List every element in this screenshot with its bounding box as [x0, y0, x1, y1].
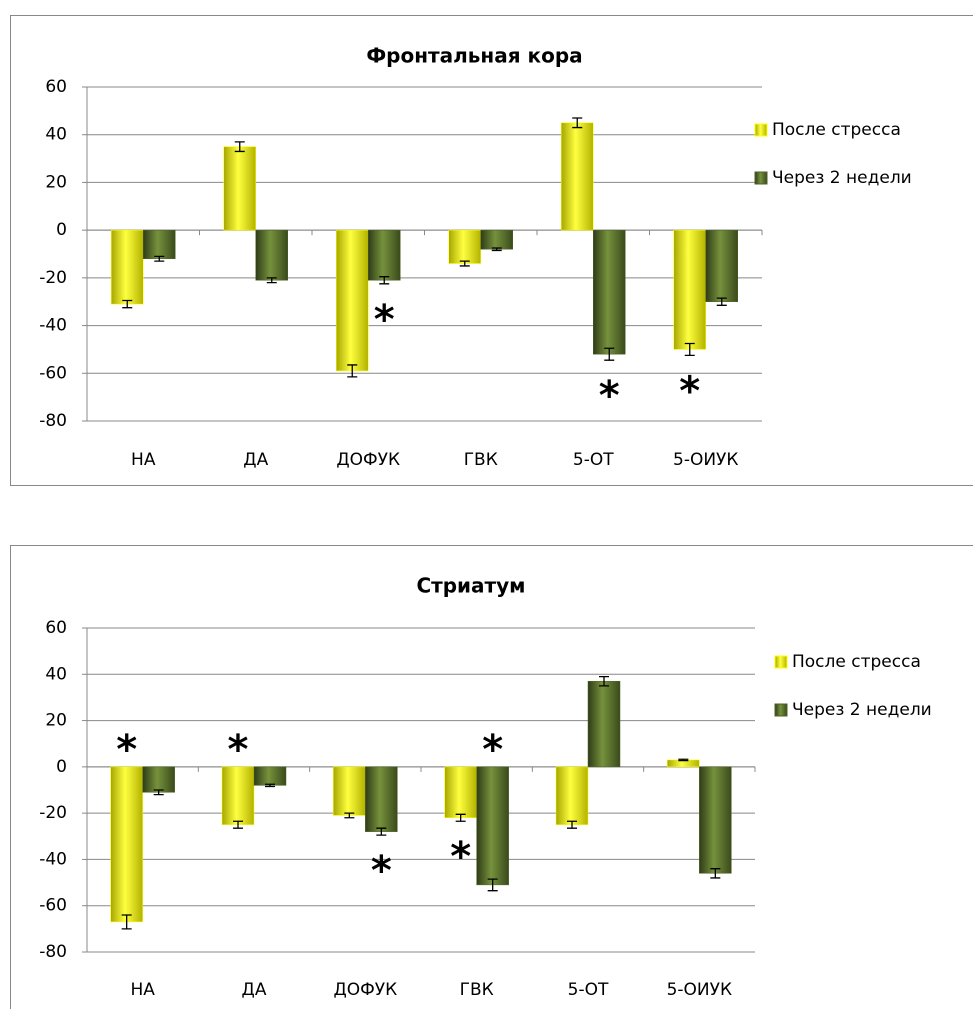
- annotation: *: [679, 368, 700, 414]
- legend-label: Через 2 недели: [772, 168, 912, 188]
- y-tick-label: 60: [45, 77, 67, 97]
- y-tick-label: 40: [45, 664, 67, 684]
- y-tick-label: -40: [39, 316, 67, 336]
- error-bar: [266, 277, 277, 284]
- y-tick-label: 40: [45, 125, 67, 145]
- error-bar: [455, 813, 466, 822]
- bar: [587, 680, 621, 768]
- annotation: *: [371, 848, 392, 894]
- y-tick-label: -20: [39, 268, 67, 288]
- bar: [336, 229, 369, 372]
- bar: [221, 766, 255, 825]
- error-bar: [716, 297, 727, 306]
- error-bar: [379, 276, 390, 285]
- error-bar: [234, 141, 245, 153]
- y-tick-label: -80: [39, 411, 67, 431]
- y-tick-label: 20: [45, 172, 67, 192]
- bar: [223, 146, 256, 231]
- bar: [555, 766, 589, 825]
- error-bar: [599, 675, 609, 687]
- chart-frame: [10, 545, 973, 1009]
- legend-label: После стресса: [792, 652, 921, 672]
- bar: [253, 766, 287, 786]
- x-tick-label: ДА: [242, 980, 267, 1000]
- bar: [365, 766, 398, 832]
- error-bar: [487, 878, 498, 892]
- x-tick-label: 5-ОТ: [568, 980, 609, 1000]
- error-bar: [678, 758, 689, 762]
- x-tick-label: ГВК: [460, 980, 494, 1000]
- chart-title: Стриатум: [416, 574, 525, 598]
- bar: [255, 229, 288, 281]
- error-bar: [459, 260, 470, 267]
- bar: [333, 766, 366, 816]
- legend-swatch: [754, 123, 768, 137]
- y-tick-label: 0: [56, 757, 67, 777]
- bar: [142, 766, 175, 793]
- error-bar: [684, 342, 695, 357]
- annotation: *: [228, 727, 249, 773]
- error-bar: [604, 347, 615, 361]
- error-bar: [376, 827, 387, 836]
- error-bar: [153, 789, 164, 796]
- error-bar: [567, 820, 577, 829]
- x-tick-label: ДА: [243, 450, 268, 470]
- error-bar: [491, 247, 502, 252]
- legend-swatch: [774, 655, 788, 669]
- x-tick-label: 5-ОИУК: [673, 450, 738, 470]
- error-bar: [121, 914, 132, 930]
- y-tick-label: 60: [45, 618, 67, 638]
- error-bar: [572, 117, 583, 129]
- y-tick-label: -60: [39, 896, 67, 916]
- bar: [593, 229, 626, 355]
- annotation: *: [450, 834, 471, 880]
- error-bar: [710, 868, 721, 879]
- bar: [444, 766, 477, 819]
- x-tick-label: ДОФУК: [333, 980, 397, 1000]
- bar: [111, 229, 144, 305]
- x-tick-label: ДОФУК: [336, 450, 400, 470]
- annotation: *: [116, 727, 137, 773]
- y-tick-label: -60: [39, 363, 67, 383]
- legend-label: Через 2 недели: [792, 700, 932, 720]
- annotation: *: [599, 373, 620, 419]
- error-bar: [233, 820, 243, 829]
- x-tick-label: 5-ОТ: [573, 450, 614, 470]
- bar: [480, 229, 513, 250]
- legend-swatch: [774, 703, 788, 717]
- error-bar: [265, 783, 275, 788]
- chart-frame: [10, 15, 973, 486]
- bar: [673, 229, 706, 350]
- bar: [368, 229, 401, 281]
- x-tick-label: ГВК: [464, 450, 498, 470]
- bar: [476, 766, 509, 886]
- chart-title: Фронтальная кора: [366, 44, 582, 68]
- bar: [705, 229, 738, 302]
- y-tick-label: -40: [39, 849, 67, 869]
- error-bar: [347, 364, 358, 378]
- x-tick-label: НА: [131, 450, 156, 470]
- bar: [110, 766, 143, 923]
- x-tick-label: 5-ОИУК: [667, 980, 732, 1000]
- y-tick-label: 0: [56, 220, 67, 240]
- bar: [699, 766, 732, 874]
- legend-swatch: [754, 171, 768, 185]
- bar: [448, 229, 481, 264]
- bar: [143, 229, 176, 260]
- error-bar: [154, 255, 165, 262]
- y-tick-label: -80: [39, 942, 67, 962]
- error-bar: [122, 299, 133, 309]
- legend-label: После стресса: [772, 120, 901, 140]
- error-bar: [344, 812, 355, 819]
- y-tick-label: 20: [45, 711, 67, 731]
- x-tick-label: НА: [130, 980, 155, 1000]
- y-tick-label: -20: [39, 803, 67, 823]
- annotation: *: [374, 297, 395, 343]
- bar: [561, 122, 594, 231]
- annotation: *: [482, 727, 503, 773]
